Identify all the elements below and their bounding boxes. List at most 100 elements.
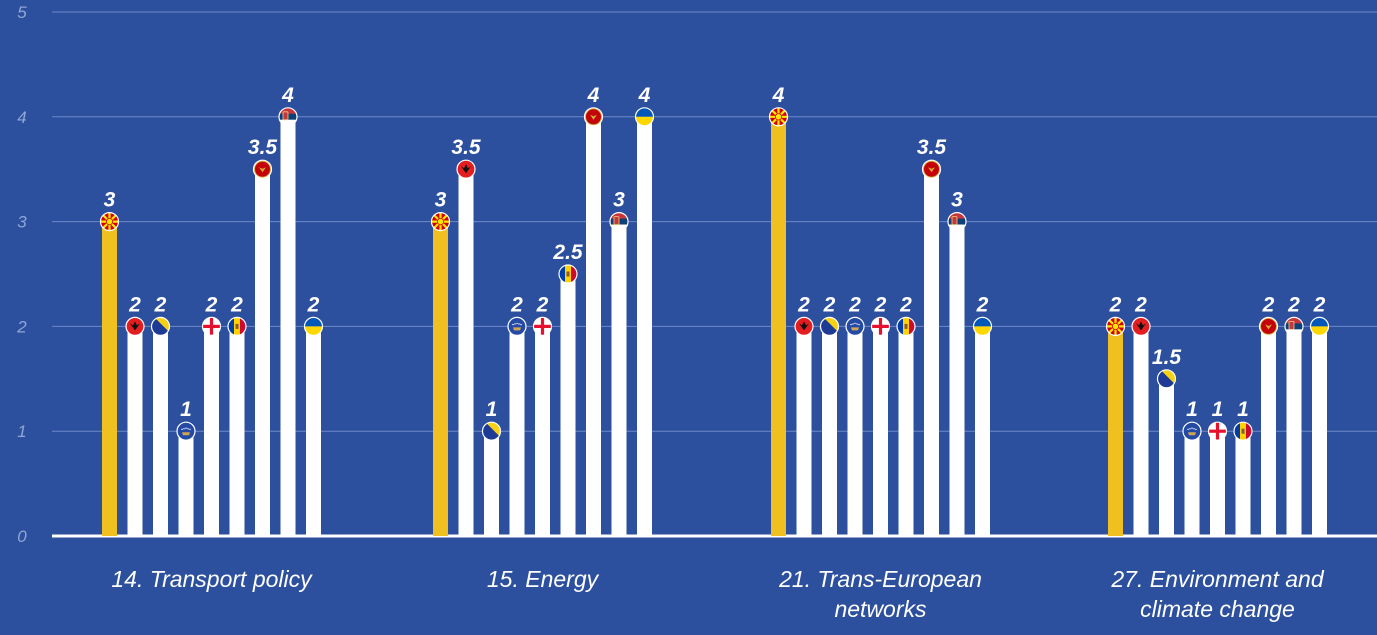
montenegro-flag-icon: [252, 159, 273, 179]
data-label: 2: [1109, 293, 1122, 316]
data-label: 1: [180, 398, 192, 421]
bar-montenegro: [924, 169, 939, 536]
bar-ukraine: [306, 326, 321, 536]
bar-serbia: [1286, 326, 1302, 536]
albania-flag-icon: [794, 316, 814, 336]
kosovo-flag-icon: [845, 316, 865, 336]
ukraine-flag-icon: [1309, 316, 1330, 336]
category-label: 27. Environment and climate change: [1110, 566, 1324, 622]
y-tick-label: 0: [17, 527, 27, 546]
data-label: 2: [1313, 293, 1326, 316]
y-tick-label: 2: [16, 317, 27, 336]
bar-ukraine: [637, 116, 652, 537]
bar-kosovo: [509, 326, 525, 536]
data-label: 4: [281, 84, 294, 107]
category-label: 21. Trans-European networks: [778, 566, 982, 622]
y-tick-label: 4: [17, 108, 26, 127]
data-label: 1: [1212, 398, 1224, 421]
data-label: 3.5: [451, 136, 481, 159]
bar-north-macedonia: [1108, 326, 1123, 536]
serbia-flag-icon: [947, 212, 967, 232]
data-label: 2: [848, 293, 861, 316]
data-label: 2: [205, 293, 218, 316]
y-tick-label: 5: [17, 3, 27, 22]
bar-ukraine: [975, 326, 990, 536]
data-label: 3: [104, 189, 116, 212]
serbia-flag-icon: [278, 107, 298, 127]
georgia-flag-icon: [532, 316, 553, 336]
ukraine-flag-icon: [634, 107, 655, 127]
data-label: 3: [435, 189, 447, 212]
data-label: 2.5: [552, 241, 583, 264]
ukraine-flag-icon: [303, 316, 324, 336]
data-label: 1: [486, 398, 498, 421]
data-label: 3.5: [248, 136, 278, 159]
data-label: 1: [1237, 398, 1249, 421]
data-label: 2: [976, 293, 989, 316]
data-label: 2: [797, 293, 810, 316]
kosovo-flag-icon: [1182, 421, 1202, 441]
moldova-flag-icon: [558, 264, 578, 284]
bar-bosnia-herzegovina: [1159, 378, 1174, 536]
bar-georgia: [873, 326, 888, 536]
bar-georgia: [535, 326, 550, 536]
y-tick-label: 3: [17, 213, 27, 232]
bar-moldova: [560, 274, 576, 536]
data-label: 1: [1186, 398, 1198, 421]
bar-kosovo: [1184, 431, 1200, 536]
montenegro-flag-icon: [1258, 316, 1279, 336]
data-label: 2: [1134, 293, 1147, 316]
bars: [102, 116, 1327, 537]
bar-north-macedonia: [771, 116, 786, 537]
bar-serbia: [949, 221, 965, 536]
bosnia-herzegovina-flag-icon: [819, 316, 840, 336]
north-macedonia-flag-icon: [430, 212, 451, 232]
data-label: 2: [874, 293, 887, 316]
montenegro-flag-icon: [583, 107, 604, 127]
data-label: 2: [1262, 293, 1275, 316]
bar-georgia: [1210, 431, 1225, 536]
moldova-flag-icon: [1233, 421, 1253, 441]
bar-kosovo: [178, 431, 194, 536]
ukraine-flag-icon: [972, 316, 993, 336]
bar-moldova: [1235, 431, 1251, 536]
bar-montenegro: [255, 169, 270, 536]
georgia-flag-icon: [201, 316, 222, 336]
category-labels: 14. Transport policy 15. Energy 21. Trans-…: [111, 566, 1324, 622]
data-label: 2: [154, 293, 167, 316]
data-label: 2: [128, 293, 141, 316]
y-tick-label: 1: [17, 422, 26, 441]
data-label: 2: [307, 293, 320, 316]
data-label: 3: [951, 189, 963, 212]
bar-serbia: [611, 221, 627, 536]
serbia-flag-icon: [1284, 316, 1304, 336]
data-label: 4: [587, 84, 600, 107]
georgia-flag-icon: [1207, 421, 1228, 441]
bar-georgia: [204, 326, 219, 536]
bar-moldova: [229, 326, 245, 536]
north-macedonia-flag-icon: [1105, 316, 1126, 336]
bar-kosovo: [847, 326, 863, 536]
bar-albania: [796, 326, 812, 536]
montenegro-flag-icon: [921, 159, 942, 179]
data-label: 2: [1287, 293, 1300, 316]
data-label: 2: [899, 293, 912, 316]
bar-albania: [127, 326, 143, 536]
bar-moldova: [898, 326, 914, 536]
bar-montenegro: [1261, 326, 1276, 536]
data-label: 2: [230, 293, 243, 316]
north-macedonia-flag-icon: [99, 212, 120, 232]
flag-markers: [99, 107, 1330, 441]
bosnia-herzegovina-flag-icon: [1156, 369, 1177, 389]
albania-flag-icon: [456, 159, 476, 179]
data-label: 3: [613, 189, 625, 212]
bosnia-herzegovina-flag-icon: [481, 421, 502, 441]
georgia-flag-icon: [870, 316, 891, 336]
data-label: 2: [823, 293, 836, 316]
data-label: 1.5: [1152, 346, 1182, 369]
category-label: 15. Energy: [487, 566, 600, 592]
bar-montenegro: [586, 116, 601, 537]
data-label: 4: [638, 84, 651, 107]
